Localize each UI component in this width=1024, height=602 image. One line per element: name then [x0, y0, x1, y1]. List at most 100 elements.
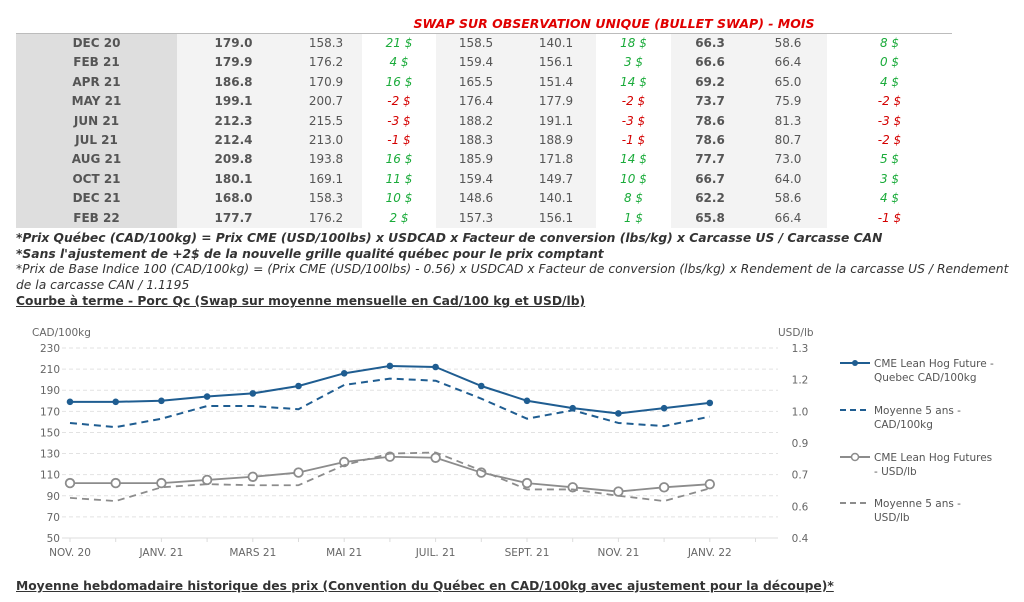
table-row: JUN 21 212.3 215.5 -3 $188.2 191.1 -3 $78.6 81… [16, 111, 952, 131]
x-tick-label: NOV. 21 [597, 547, 639, 559]
forward-curve-chart: CAD/100kg USD/lb 230 210 190 170 150 130 110 90… [32, 327, 994, 559]
legend: CME Lean Hog Future - Quebec CAD/100kg Moy… [840, 358, 994, 524]
value-cell: 177.9 [516, 92, 596, 112]
legend-label: CME Lean Hog Futures [874, 452, 992, 464]
value-cell: 64.0 [749, 169, 827, 190]
value-cell: 212.3 [177, 111, 290, 131]
data-point [660, 404, 668, 412]
data-point [521, 477, 533, 489]
value-cell: 66.6 [671, 53, 749, 73]
value-cell: 169.1 [290, 169, 362, 190]
spread-cell: 4 $ [362, 53, 436, 73]
legend-item[interactable]: CME Lean Hog Futures - USD/lb [840, 452, 992, 478]
value-cell: 176.4 [436, 92, 516, 112]
value-cell: 188.9 [516, 130, 596, 151]
series-line [69, 451, 711, 502]
value-cell: 157.3 [436, 208, 516, 228]
left-tick-label: 170 [40, 406, 60, 418]
right-axis-title: USD/lb [778, 327, 814, 339]
spread-cell: -2 $ [362, 92, 436, 112]
value-cell: 73.7 [671, 92, 749, 112]
value-cell: 179.9 [177, 53, 290, 73]
value-cell: 140.1 [516, 34, 596, 54]
spread-cell: 8 $ [827, 34, 952, 54]
right-tick-label: 0.4 [792, 533, 809, 545]
legend-item[interactable]: Moyenne 5 ans - USD/lb [840, 498, 961, 524]
spread-cell: -3 $ [827, 111, 952, 131]
value-cell: 78.6 [671, 130, 749, 151]
value-cell: 58.6 [749, 34, 827, 54]
left-tick-label: 50 [47, 533, 60, 545]
spread-cell: -1 $ [827, 208, 952, 228]
spread-cell: 10 $ [362, 189, 436, 209]
value-cell: 213.0 [290, 130, 362, 151]
value-cell: 186.8 [177, 72, 290, 93]
data-point [706, 399, 714, 407]
spread-cell: 5 $ [827, 150, 952, 170]
legend-label: - USD/lb [874, 466, 917, 478]
spread-cell: 14 $ [596, 72, 671, 93]
value-cell: 81.3 [749, 111, 827, 131]
value-cell: 65.8 [671, 208, 749, 228]
legend-label: CME Lean Hog Future - [874, 358, 994, 370]
left-tick-label: 110 [40, 470, 60, 482]
data-point [613, 486, 624, 497]
right-tick-label: 0.9 [792, 438, 809, 450]
spread-cell: 18 $ [596, 34, 671, 54]
value-cell: 66.4 [749, 53, 827, 73]
series-line [70, 364, 710, 415]
spread-cell: 1 $ [596, 208, 671, 228]
footnotes: *Prix Québec (CAD/100kg) = Prix CME (USD… [16, 231, 1016, 293]
left-tick-label: 230 [40, 343, 60, 355]
value-cell: 149.7 [516, 169, 596, 190]
value-cell: 62.2 [671, 189, 749, 209]
legend-item[interactable]: CME Lean Hog Future - Quebec CAD/100kg [840, 358, 994, 384]
series-2 [64, 451, 716, 497]
legend-label: CAD/100kg [874, 419, 933, 431]
spread-cell: -1 $ [596, 130, 671, 151]
value-cell: 66.3 [671, 34, 749, 54]
left-tick-label: 70 [47, 512, 60, 524]
legend-item[interactable]: Moyenne 5 ans - CAD/100kg [840, 405, 961, 431]
left-tick-label: 210 [40, 364, 60, 376]
data-point [64, 477, 76, 489]
spread-cell: 16 $ [362, 150, 436, 170]
left-tick-label: 90 [47, 491, 60, 503]
table-row: APR 21 186.8 170.9 16 $165.5 151.4 14 $69.2 65… [16, 72, 952, 93]
value-cell: 165.5 [436, 72, 516, 93]
series-line [69, 377, 711, 429]
chart-heading[interactable]: Courbe à terme - Porc Qc (Swap sur moyen… [16, 294, 586, 308]
value-cell: 215.5 [290, 111, 362, 131]
table-row: DEC 21 168.0 158.3 10 $148.6 140.1 8 $62.2 58.… [16, 189, 952, 209]
swap-table-title: SWAP SUR OBSERVATION UNIQUE (BULLET SWAP… [413, 16, 815, 31]
legend-label: Quebec CAD/100kg [874, 372, 977, 384]
right-tick-label: 0.6 [792, 501, 809, 513]
data-point [658, 482, 670, 493]
data-point [249, 390, 257, 397]
value-cell: 159.4 [436, 53, 516, 73]
right-tick-label: 1.2 [792, 375, 809, 387]
legend-marker [850, 452, 860, 462]
row-label: FEB 21 [16, 53, 177, 73]
value-cell: 176.2 [290, 53, 362, 73]
value-cell: 77.7 [671, 150, 749, 170]
value-cell: 191.1 [516, 111, 596, 131]
left-tick-label: 150 [40, 427, 60, 439]
footnote-prix-base: *Prix de Base Indice 100 (CAD/100kg) = (… [16, 262, 1009, 292]
spread-cell: -3 $ [596, 111, 671, 131]
right-tick-label: 0.7 [792, 470, 809, 482]
table-row: FEB 22 177.7 176.2 2 $157.3 156.1 1 $65.8 66.4… [16, 208, 952, 228]
value-cell: 185.9 [436, 150, 516, 170]
row-label: APR 21 [16, 72, 177, 93]
swap-table: DEC 20 179.0 158.3 21 $158.5 140.1 18 $66.3 58… [16, 33, 952, 228]
table-row: DEC 20 179.0 158.3 21 $158.5 140.1 18 $66.3 58… [16, 34, 952, 54]
data-point [66, 398, 74, 406]
footnote-prix-quebec: *Prix Québec (CAD/100kg) = Prix CME (USD… [16, 231, 883, 245]
data-point [112, 398, 119, 406]
value-cell: 158.3 [290, 189, 362, 209]
data-point [203, 393, 211, 400]
legend-label: USD/lb [874, 512, 910, 524]
bottom-heading[interactable]: Moyenne hebdomadaire historique des prix… [16, 579, 834, 593]
value-cell: 180.1 [177, 169, 290, 190]
x-axis: NOV. 20 JANV. 21 MARS 21 MAI 21 JUIL. 21 SEPT… [49, 538, 756, 559]
